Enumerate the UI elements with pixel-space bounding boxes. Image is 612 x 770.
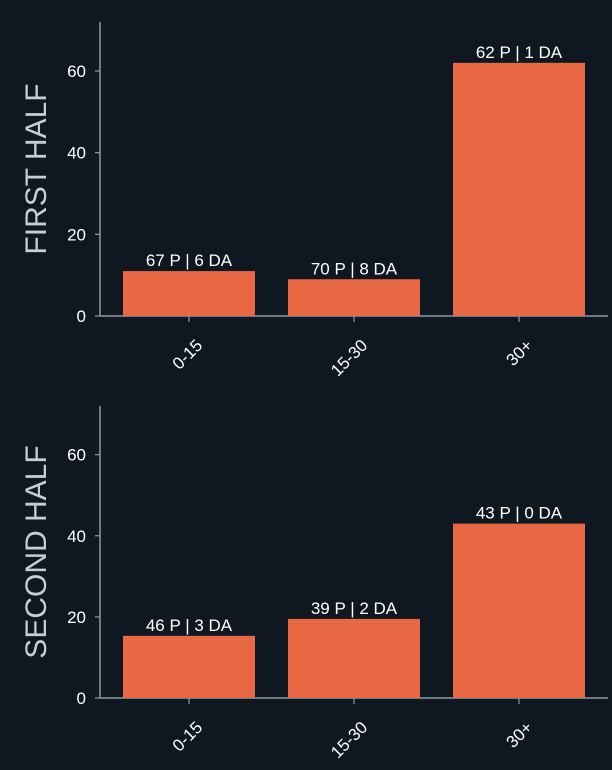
x-tick-label: 30+ — [502, 336, 536, 370]
data-label: 70 P | 8 DA — [311, 259, 398, 278]
x-tick-label: 30+ — [502, 718, 536, 752]
y-tick-label: 40 — [67, 527, 86, 546]
y-tick-label: 0 — [77, 689, 86, 708]
x-tick-label: 0-15 — [169, 718, 206, 755]
y-tick-label: 0 — [77, 307, 86, 326]
x-tick-label: 15-30 — [327, 718, 371, 762]
data-label: 43 P | 0 DA — [476, 504, 563, 523]
y-tick-label: 20 — [67, 608, 86, 627]
x-tick-label: 15-30 — [327, 336, 371, 380]
y-tick-label: 60 — [67, 446, 86, 465]
chart-panel-1: 0 20 40 60 FIRST HALF 67 P | 6 DA 0-15 70 P | 8… — [20, 22, 608, 380]
bar-0-15 — [123, 271, 255, 316]
y-tick-label: 20 — [67, 225, 86, 244]
data-label: 39 P | 2 DA — [311, 599, 398, 618]
bar-15-30 — [288, 279, 420, 316]
y-axis-label: FIRST HALF — [20, 83, 53, 254]
bar-15-30 — [288, 618, 420, 698]
chart-panel-2: 0 20 40 60 SECOND HALF 46 P | 3 DA 0-15 39 P | … — [20, 406, 608, 762]
bar-30+ — [453, 62, 585, 317]
y-tick-label: 40 — [67, 144, 86, 163]
y-tick-label: 60 — [67, 62, 86, 81]
data-label: 62 P | 1 DA — [476, 43, 563, 62]
data-label: 67 P | 6 DA — [146, 251, 233, 270]
bar-0-15 — [123, 635, 255, 698]
bar-30+ — [453, 523, 585, 698]
x-tick-label: 0-15 — [169, 336, 206, 373]
data-label: 46 P | 3 DA — [146, 616, 233, 635]
y-axis-label: SECOND HALF — [20, 445, 53, 658]
